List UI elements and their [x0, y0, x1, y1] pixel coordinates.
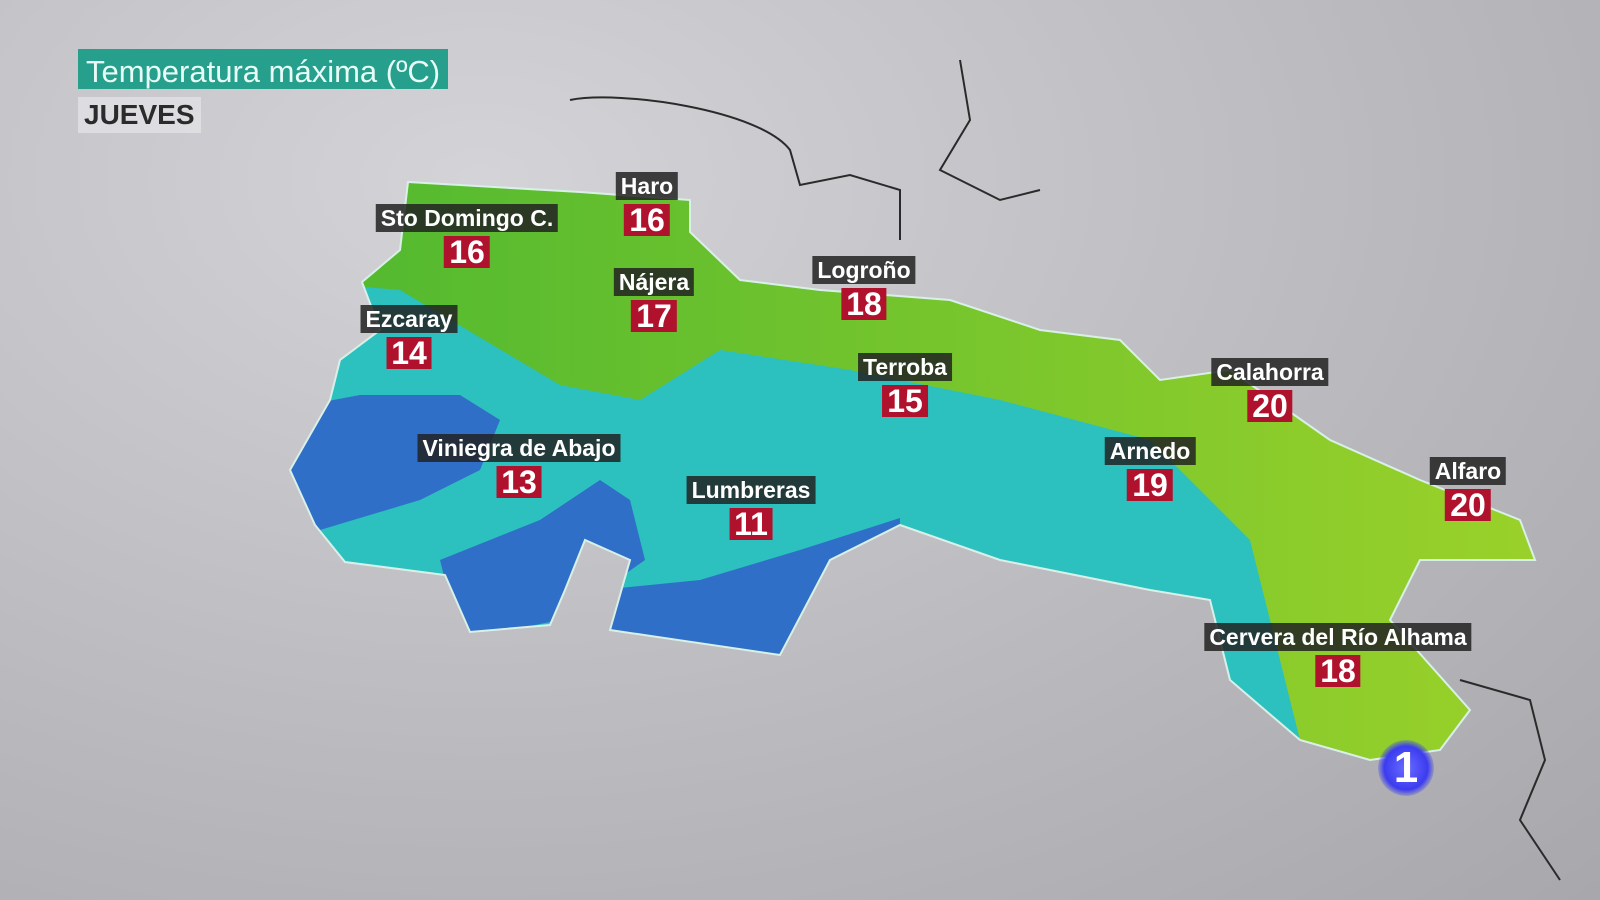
- city-name: Ezcaray: [360, 305, 458, 333]
- city-logrono: Logroño 18: [812, 256, 916, 320]
- city-temp: 14: [386, 337, 432, 369]
- city-haro: Haro 16: [615, 172, 679, 236]
- city-temp: 16: [624, 204, 670, 236]
- city-name: Logroño: [812, 256, 916, 284]
- city-temp: 20: [1247, 390, 1293, 422]
- city-temp: 15: [882, 385, 928, 417]
- city-terroba: Terroba 15: [858, 353, 952, 417]
- city-temp: 17: [631, 300, 677, 332]
- city-sto-domingo: Sto Domingo C. 16: [375, 204, 559, 268]
- city-temp: 19: [1127, 469, 1173, 501]
- city-temp: 16: [444, 236, 490, 268]
- city-alfaro: Alfaro 20: [1429, 457, 1507, 521]
- city-calahorra: Calahorra 20: [1211, 358, 1329, 422]
- city-temp: 13: [496, 466, 542, 498]
- city-lumbreras: Lumbreras 11: [686, 476, 816, 540]
- city-name: Lumbreras: [686, 476, 816, 504]
- city-arnedo: Arnedo 19: [1104, 437, 1196, 501]
- city-name: Viniegra de Abajo: [417, 434, 621, 462]
- city-cervera: Cervera del Río Alhama 18: [1204, 623, 1472, 687]
- city-temp: 18: [1315, 655, 1361, 687]
- city-ezcaray: Ezcaray 14: [360, 305, 458, 369]
- city-name: Calahorra: [1211, 358, 1329, 386]
- city-name: Nájera: [613, 268, 695, 296]
- zone-blue-middle: [440, 480, 645, 640]
- city-name: Sto Domingo C.: [375, 204, 559, 232]
- city-name: Alfaro: [1429, 457, 1507, 485]
- city-name: Cervera del Río Alhama: [1204, 623, 1472, 651]
- map-title: Temperatura máxima (ºC): [78, 49, 449, 89]
- city-temp: 18: [841, 288, 887, 320]
- city-najera: Nájera 17: [613, 268, 695, 332]
- city-temp: 20: [1445, 489, 1491, 521]
- borders: [569, 59, 1561, 881]
- city-temp: 11: [729, 508, 773, 540]
- city-name: Arnedo: [1104, 437, 1196, 465]
- city-name: Terroba: [858, 353, 952, 381]
- day-label: JUEVES: [78, 97, 201, 133]
- zone-blue-west: [290, 395, 500, 530]
- city-name: Haro: [615, 172, 679, 200]
- channel-logo: 1: [1378, 740, 1434, 796]
- city-viniegra: Viniegra de Abajo 13: [417, 434, 621, 498]
